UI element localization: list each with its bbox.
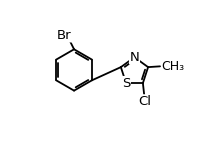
Text: Br: Br [57, 29, 72, 42]
Text: CH₃: CH₃ [161, 60, 184, 73]
Text: Cl: Cl [138, 95, 151, 108]
Text: S: S [122, 77, 130, 90]
Text: N: N [130, 51, 139, 64]
